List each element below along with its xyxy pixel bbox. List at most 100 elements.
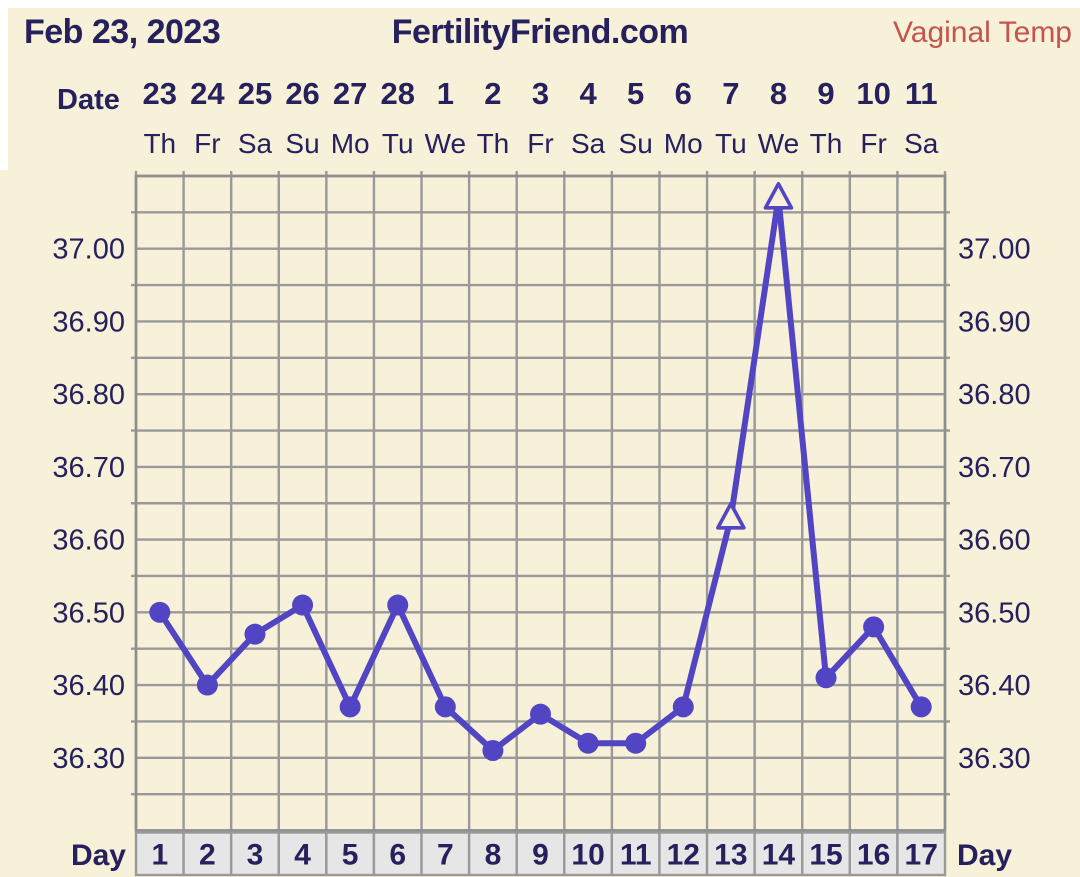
left-border	[0, 0, 8, 170]
top-border	[0, 0, 1080, 8]
cycle-day-number: 1	[151, 839, 168, 872]
cycle-day-cell	[705, 831, 756, 877]
data-point-triangle-day-14[interactable]	[763, 182, 794, 210]
cycle-day-number: 15	[809, 839, 842, 872]
cycle-day-cell	[325, 831, 376, 877]
data-point-day-7[interactable]	[434, 696, 456, 718]
svg-text:Mo: Mo	[331, 128, 370, 159]
data-point-day-12[interactable]	[672, 696, 694, 718]
cycle-day-number: 9	[532, 839, 549, 872]
cycle-day-number: 3	[247, 839, 264, 872]
y-tick-left: 36.40	[52, 670, 125, 702]
svg-text:Su: Su	[285, 128, 319, 159]
data-points	[149, 182, 932, 762]
cycle-day-number: 14	[762, 839, 796, 872]
cycle-day-cell	[658, 831, 709, 877]
svg-text:Fr: Fr	[860, 128, 886, 159]
data-point-day-16[interactable]	[863, 616, 885, 638]
cycle-day-cell	[610, 831, 661, 877]
svg-text:3: 3	[532, 76, 549, 111]
svg-text:Su: Su	[619, 128, 653, 159]
svg-text:We: We	[425, 128, 467, 159]
cycle-day-cell	[563, 831, 614, 877]
y-tick-right: 37.00	[958, 234, 1031, 266]
cycle-day-cell	[848, 831, 899, 877]
y-tick-right: 36.50	[958, 597, 1031, 629]
svg-text:4: 4	[579, 76, 597, 111]
data-point-day-1[interactable]	[149, 601, 171, 623]
data-point-triangle-day-13[interactable]	[716, 501, 746, 530]
cycle-day-cell	[182, 831, 233, 877]
data-point-day-8[interactable]	[482, 740, 504, 762]
y-tick-left: 36.30	[52, 743, 125, 775]
cycle-day-number: 11	[620, 839, 652, 872]
cycle-day-number: 8	[485, 839, 502, 872]
cycle-day-number: 6	[389, 839, 406, 872]
svg-text:24: 24	[190, 76, 225, 111]
cycle-day-cell	[753, 831, 804, 877]
plot-border	[134, 174, 947, 832]
data-point-day-10[interactable]	[577, 732, 599, 754]
svg-text:2: 2	[484, 76, 501, 111]
y-tick-left: 36.70	[52, 452, 125, 484]
cycle-day-number: 2	[199, 839, 216, 872]
data-point-day-6[interactable]	[387, 594, 409, 616]
svg-text:Tu: Tu	[715, 128, 747, 159]
data-point-day-15[interactable]	[815, 667, 837, 689]
svg-text:25: 25	[238, 76, 272, 111]
series-label: Vaginal Temp	[892, 16, 1072, 49]
y-tick-left: 36.50	[52, 597, 125, 629]
svg-text:23: 23	[143, 76, 177, 111]
svg-text:Th: Th	[810, 128, 843, 159]
data-point-day-11[interactable]	[625, 732, 647, 754]
y-tick-right: 36.70	[958, 452, 1031, 484]
svg-text:26: 26	[285, 76, 319, 111]
date-axis-label: Date	[57, 84, 120, 116]
cycle-day-strip: 1 2 3 4 5 6 7 8 9 10 11 12 13 14 15 16 17	[134, 831, 947, 877]
data-point-day-17[interactable]	[910, 696, 932, 718]
svg-text:Tu: Tu	[382, 128, 414, 159]
data-point-day-2[interactable]	[196, 674, 218, 696]
y-tick-right: 36.40	[958, 670, 1031, 702]
data-point-day-4[interactable]	[292, 594, 314, 616]
svg-text:Th: Th	[143, 128, 176, 159]
date-row: 23 24 25 26 27 28 1 2 3 4 5 6 7 8 9 10 11	[143, 76, 938, 111]
day-axis-label-right: Day	[957, 839, 1013, 872]
y-tick-right: 36.90	[958, 306, 1031, 338]
y-axis-labels: 37.00 37.00 36.90 36.90 36.80 36.80 36.70 36.70…	[52, 234, 1030, 775]
svg-text:27: 27	[333, 76, 367, 111]
cycle-day-cell	[372, 831, 423, 877]
day-axis-label-left: Day	[70, 839, 126, 872]
data-point-day-9[interactable]	[530, 703, 551, 725]
data-point-day-5[interactable]	[339, 696, 361, 718]
cycle-day-cell	[467, 831, 518, 877]
svg-text:5: 5	[627, 76, 644, 111]
y-tick-left: 36.60	[52, 525, 125, 557]
svg-text:1: 1	[437, 76, 454, 111]
svg-text:Sa: Sa	[571, 128, 606, 159]
svg-text:Mo: Mo	[664, 128, 703, 159]
svg-text:Sa: Sa	[904, 128, 939, 159]
site-title: FertilityFriend.com	[391, 13, 689, 51]
y-tick-left: 36.90	[52, 306, 125, 338]
svg-text:11: 11	[905, 76, 938, 111]
svg-text:7: 7	[722, 76, 739, 111]
cycle-day-cell	[896, 831, 947, 877]
cycle-day-number: 4	[294, 839, 311, 872]
y-tick-right: 36.80	[958, 379, 1031, 411]
chart-start-date: Feb 23, 2023	[24, 13, 221, 51]
data-point-day-3[interactable]	[244, 623, 266, 645]
svg-text:9: 9	[817, 76, 834, 111]
svg-text:28: 28	[380, 76, 414, 111]
weekday-row: Th Fr Sa Su Mo Tu We Th Fr Sa Su Mo Tu We Th Fr Sa	[143, 128, 938, 159]
svg-text:8: 8	[770, 76, 787, 111]
svg-text:Th: Th	[477, 128, 510, 159]
y-tick-left: 37.00	[52, 234, 125, 266]
temperature-line	[156, 194, 925, 754]
y-tick-left: 36.80	[52, 379, 125, 411]
y-tick-right: 36.60	[958, 525, 1031, 557]
svg-text:Fr: Fr	[527, 128, 553, 159]
cycle-day-cell	[277, 831, 328, 877]
